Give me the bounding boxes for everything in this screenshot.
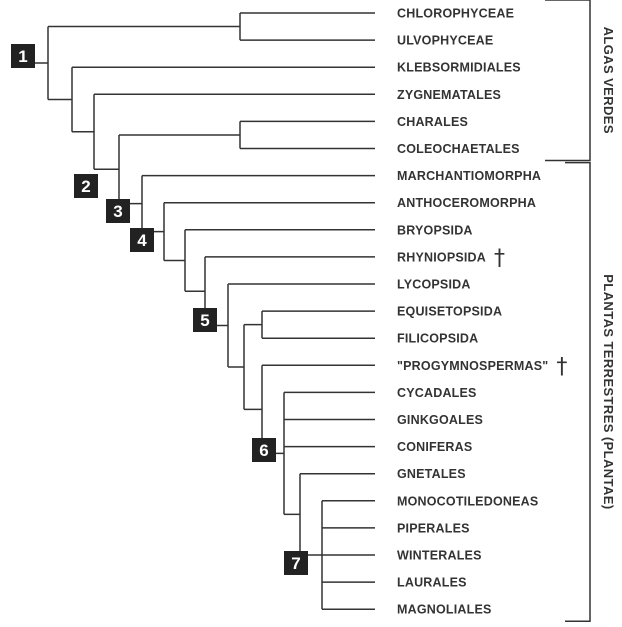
taxon-label-progymnospermas: "PROGYMNOSPERMAS" <box>397 359 548 373</box>
taxon-label-magnoliales: MAGNOLIALES <box>397 603 492 617</box>
node-number: 6 <box>259 441 268 460</box>
node-box <box>106 199 130 223</box>
node-marker-3: 3 <box>106 199 130 223</box>
taxon-label-coleochaetales: COLEOCHAETALES <box>397 142 520 156</box>
taxon-label-filicopsida: FILICOPSIDA <box>397 332 478 346</box>
node-box <box>74 174 98 198</box>
group-label-algas-verdes: ALGAS VERDES <box>601 27 616 134</box>
group-label-plantas-terrestres: PLANTAS TERRESTRES (PLANTAE) <box>601 274 616 509</box>
extinct-dagger-icon: † <box>494 246 505 271</box>
node-marker-6: 6 <box>252 438 276 462</box>
extinct-dagger-icon: † <box>556 354 567 379</box>
group-bracket-plantas-terrestres: PLANTAS TERRESTRES (PLANTAE) <box>565 161 616 622</box>
taxon-label-piperales: PIPERALES <box>397 521 470 535</box>
taxon-label-lycopsida: LYCOPSIDA <box>397 278 471 292</box>
taxon-label-bryopsida: BRYOPSIDA <box>397 223 473 237</box>
node-marker-5: 5 <box>193 308 217 332</box>
taxon-label-chlorophyceae: CHLOROPHYCEAE <box>397 7 514 21</box>
node-number: 2 <box>81 177 90 196</box>
taxon-label-ulvophyceae: ULVOPHYCEAE <box>397 34 493 48</box>
node-number: 7 <box>291 554 300 573</box>
taxon-label-equisetopsida: EQUISETOPSIDA <box>397 305 502 319</box>
group-brackets: ALGAS VERDES PLANTAS TERRESTRES (PLANTAE) <box>545 0 616 622</box>
taxon-label-ginkgoales: GINKGOALES <box>397 413 483 427</box>
node-marker-1: 1 <box>11 44 35 68</box>
bracket-line <box>545 0 591 162</box>
taxon-label-anthoceromorpha: ANTHOCEROMORPHA <box>397 196 536 210</box>
taxon-label-marchantiomorpha: MARCHANTIOMORPHA <box>397 169 541 183</box>
node-marker-4: 4 <box>130 228 154 252</box>
bracket-line <box>565 161 591 622</box>
node-number: 1 <box>18 47 27 66</box>
taxon-label-charales: CHARALES <box>397 115 468 129</box>
taxon-label-laurales: LAURALES <box>397 576 467 590</box>
node-box <box>130 228 154 252</box>
node-box <box>193 308 217 332</box>
node-number: 3 <box>113 202 122 221</box>
group-bracket-algas-verdes: ALGAS VERDES <box>545 0 616 162</box>
node-box <box>252 438 276 462</box>
taxon-label-klebsormidiales: KLEBSORMIDIALES <box>397 61 521 75</box>
node-box <box>284 551 308 575</box>
node-marker-7: 7 <box>284 551 308 575</box>
taxon-label-monocotiledoneas: MONOCOTILEDONEAS <box>397 494 538 508</box>
node-markers: 1 2 34 5 6 7 <box>11 44 308 575</box>
node-box <box>11 44 35 68</box>
taxon-labels: CHLOROPHYCEAE ULVOPHYCEAE KLEBSORMIDIALES Z… <box>397 7 567 617</box>
tree-edges <box>30 12 375 610</box>
taxon-label-rhyniopsida: RHYNIOPSIDA <box>397 250 486 264</box>
taxon-label-zygnematales: ZYGNEMATALES <box>397 88 501 102</box>
taxon-label-coniferas: CONIFERAS <box>397 440 472 454</box>
taxon-label-winterales: WINTERALES <box>397 549 482 563</box>
taxon-label-gnetales: GNETALES <box>397 467 466 481</box>
taxon-label-cycadales: CYCADALES <box>397 386 477 400</box>
node-number: 4 <box>137 231 147 250</box>
node-number: 5 <box>200 311 209 330</box>
node-marker-2: 2 <box>74 174 98 198</box>
